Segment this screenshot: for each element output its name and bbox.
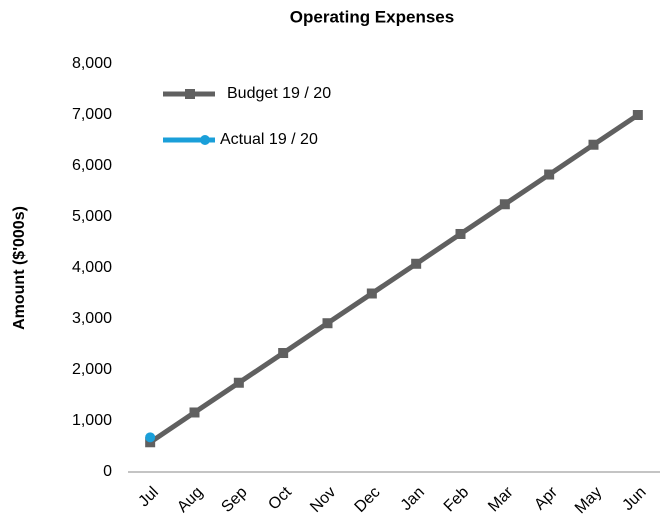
y-tick-label: 5,000	[72, 208, 112, 225]
marker	[366, 288, 377, 299]
legend-label: Actual 19 / 20	[220, 131, 318, 148]
marker	[145, 432, 156, 443]
x-tick-label: Dec	[352, 484, 384, 516]
marker	[544, 169, 555, 180]
marker	[278, 348, 289, 359]
legend-marker	[185, 89, 195, 99]
x-tick-label: Oct	[265, 483, 295, 513]
y-tick-label: 3,000	[72, 310, 112, 327]
x-tick-label: Mar	[485, 483, 517, 515]
y-tick-label: 8,000	[72, 55, 112, 72]
x-tick-label: May	[572, 484, 605, 517]
y-tick-label: 1,000	[72, 412, 112, 429]
x-tick-label: Jun	[619, 484, 649, 514]
y-tick-label: 0	[103, 463, 112, 480]
legend-marker	[200, 135, 210, 145]
marker	[455, 228, 466, 239]
x-tick-label: Nov	[307, 484, 339, 516]
y-tick-label: 6,000	[72, 157, 112, 174]
marker	[189, 407, 200, 418]
x-tick-label: Feb	[441, 484, 473, 516]
chart-title: Operating Expenses	[290, 7, 454, 26]
y-tick-label: 7,000	[72, 106, 112, 123]
y-tick-label: 4,000	[72, 259, 112, 276]
marker	[322, 318, 333, 329]
legend-label: Budget 19 / 20	[227, 85, 331, 102]
marker	[233, 377, 244, 388]
marker	[499, 199, 510, 210]
x-tick-label: Aug	[174, 484, 206, 516]
x-tick-label: Sep	[218, 484, 250, 516]
x-tick-label: Jan	[398, 484, 428, 514]
y-tick-label: 2,000	[72, 361, 112, 378]
x-tick-label: Apr	[531, 483, 561, 513]
x-tick-label: Jul	[135, 484, 161, 510]
marker	[632, 110, 643, 120]
marker	[588, 139, 599, 150]
y-axis-label: Amount ($'000s)	[11, 206, 28, 330]
marker	[411, 258, 422, 269]
series-line	[148, 112, 640, 445]
